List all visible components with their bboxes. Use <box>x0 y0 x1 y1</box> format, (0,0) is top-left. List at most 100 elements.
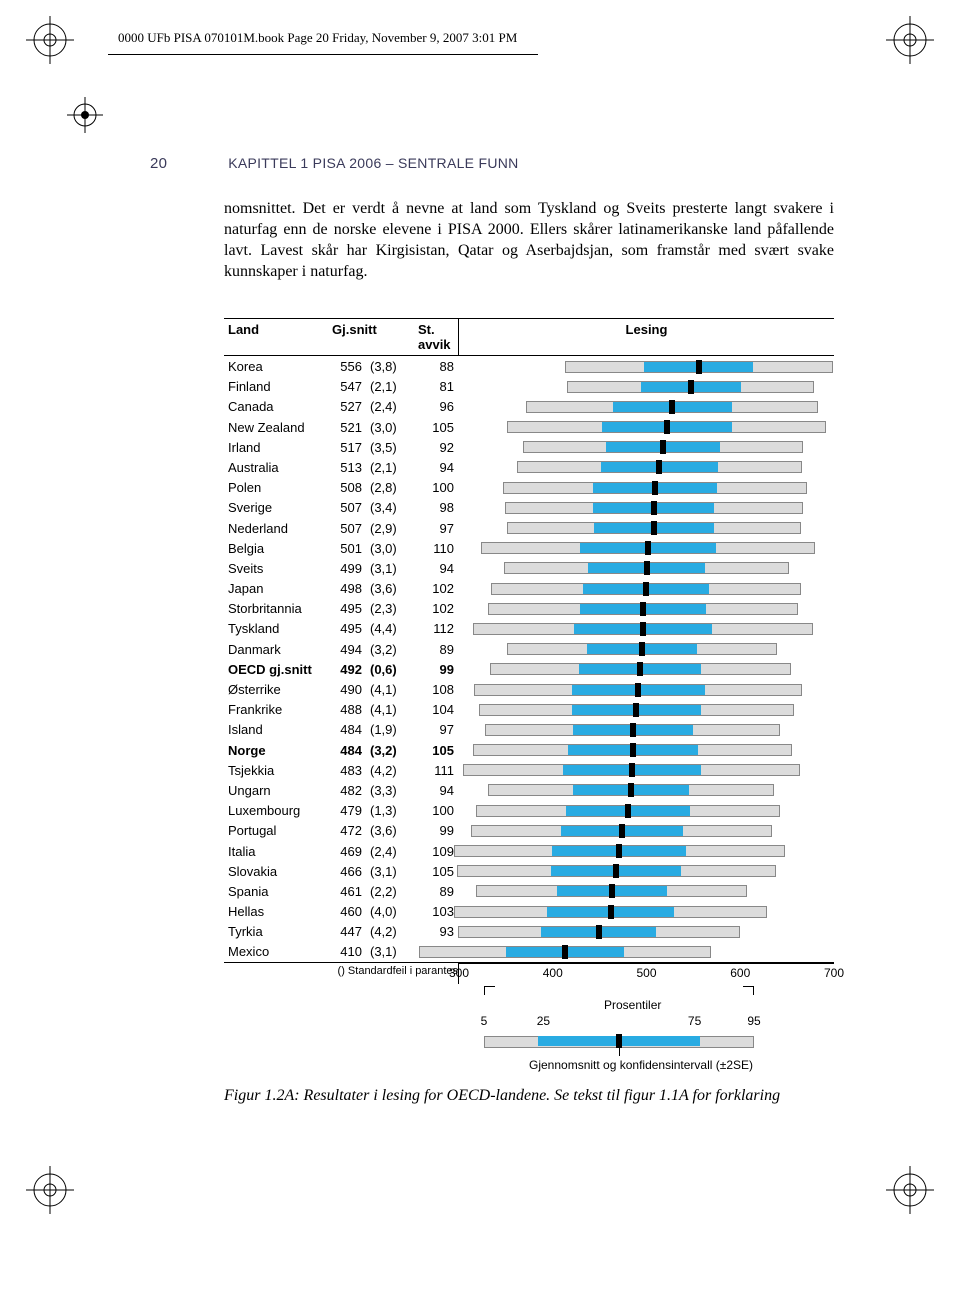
cell-snitt: 410 <box>328 944 366 959</box>
cell-land: Polen <box>224 480 328 495</box>
cell-se: (3,6) <box>366 581 414 596</box>
cell-snitt: 461 <box>328 884 366 899</box>
col-header-snitt: Gj.snitt <box>328 319 414 355</box>
cell-snitt: 501 <box>328 541 366 556</box>
cell-avvik: 108 <box>414 682 458 697</box>
cell-snitt: 469 <box>328 844 366 859</box>
table-row: Australia513(2,1)94 <box>224 457 834 477</box>
crop-mark-icon <box>20 1160 80 1220</box>
cell-avvik: 92 <box>414 440 458 455</box>
body-paragraph: nomsnittet. Det er verdt å nevne at land… <box>224 198 834 282</box>
chart-legend: Prosentiler 5257595 Gjennomsnitt og konf… <box>224 990 834 1080</box>
cell-avvik: 81 <box>414 379 458 394</box>
cell-se: (3,1) <box>366 561 414 576</box>
table-row: Spania461(2,2)89 <box>224 881 834 901</box>
table-header-row: Land Gj.snitt St. avvik Lesing <box>224 319 834 356</box>
cell-se: (1,9) <box>366 722 414 737</box>
table-row: Italia469(2,4)109 <box>224 841 834 861</box>
axis-tick: 300 <box>449 966 469 980</box>
cell-land: New Zealand <box>224 420 328 435</box>
legend-tick: 25 <box>537 1014 550 1028</box>
cell-se: (2,8) <box>366 480 414 495</box>
cell-snitt: 466 <box>328 864 366 879</box>
cell-snitt: 492 <box>328 662 366 677</box>
cell-snitt: 513 <box>328 460 366 475</box>
table-row: Mexico410(3,1)96 <box>224 942 834 962</box>
cell-avvik: 89 <box>414 642 458 657</box>
cell-avvik: 94 <box>414 561 458 576</box>
table-row: Tyrkia447(4,2)93 <box>224 922 834 942</box>
cell-se: (2,4) <box>366 844 414 859</box>
legend-bar-icon <box>484 1034 754 1048</box>
cell-land: Belgia <box>224 541 328 556</box>
cell-avvik: 97 <box>414 722 458 737</box>
cell-land: Østerrike <box>224 682 328 697</box>
cell-se: (3,4) <box>366 500 414 515</box>
col-header-chart: Lesing <box>458 319 834 355</box>
cell-snitt: 484 <box>328 743 366 758</box>
page: 0000 UFb PISA 070101M.book Page 20 Frida… <box>0 0 960 1294</box>
cell-snitt: 488 <box>328 702 366 717</box>
table-row: Norge484(3,2)105 <box>224 740 834 760</box>
cell-snitt: 490 <box>328 682 366 697</box>
cell-land: Nederland <box>224 521 328 536</box>
cell-snitt: 495 <box>328 601 366 616</box>
cell-land: Storbritannia <box>224 601 328 616</box>
cell-snitt: 494 <box>328 642 366 657</box>
cell-avvik: 98 <box>414 500 458 515</box>
cell-avvik: 94 <box>414 783 458 798</box>
cell-land: Tyskland <box>224 621 328 636</box>
page-number: 20 <box>150 155 224 172</box>
running-head-text: KAPITTEL 1 PISA 2006 – SENTRALE FUNN <box>228 155 518 171</box>
cell-snitt: 495 <box>328 621 366 636</box>
table-row: Sveits499(3,1)94 <box>224 558 834 578</box>
cell-se: (2,4) <box>366 399 414 414</box>
cell-se: (3,1) <box>366 944 414 959</box>
cell-snitt: 499 <box>328 561 366 576</box>
cell-se: (2,1) <box>366 379 414 394</box>
cell-land: Tyrkia <box>224 924 328 939</box>
cell-land: Ungarn <box>224 783 328 798</box>
legend-percentile-ticks: 5257595 <box>484 1014 754 1028</box>
cell-se: (3,2) <box>366 642 414 657</box>
legend-tick: 95 <box>747 1014 760 1028</box>
print-header: 0000 UFb PISA 070101M.book Page 20 Frida… <box>118 30 517 46</box>
cell-avvik: 102 <box>414 581 458 596</box>
cell-avvik: 100 <box>414 803 458 818</box>
cell-land: Luxembourg <box>224 803 328 818</box>
print-header-text: 0000 UFb PISA 070101M.book Page 20 Frida… <box>118 30 517 45</box>
cell-se: (3,6) <box>366 823 414 838</box>
table-row: Tsjekkia483(4,2)111 <box>224 760 834 780</box>
chart-axis: 300400500600700 <box>458 963 834 984</box>
table-row: Hellas460(4,0)103 <box>224 902 834 922</box>
cell-se: (4,0) <box>366 904 414 919</box>
cell-snitt: 507 <box>328 500 366 515</box>
axis-tick: 500 <box>636 966 656 980</box>
col-header-avvik: St. avvik <box>414 319 458 355</box>
cell-se: (3,3) <box>366 783 414 798</box>
legend-ci-label: Gjennomsnitt og konfidensintervall (±2SE… <box>529 1058 753 1072</box>
axis-tick: 400 <box>543 966 563 980</box>
cell-se: (3,0) <box>366 420 414 435</box>
cell-snitt: 517 <box>328 440 366 455</box>
cell-land: Japan <box>224 581 328 596</box>
cell-land: Finland <box>224 379 328 394</box>
table-row: Tyskland495(4,4)112 <box>224 619 834 639</box>
cell-se: (2,3) <box>366 601 414 616</box>
cell-avvik: 102 <box>414 601 458 616</box>
cell-avvik: 105 <box>414 743 458 758</box>
col-header-land: Land <box>224 319 328 355</box>
cell-se: (4,1) <box>366 702 414 717</box>
cell-snitt: 483 <box>328 763 366 778</box>
cell-avvik: 89 <box>414 884 458 899</box>
cell-se: (2,1) <box>366 460 414 475</box>
cell-land: Portugal <box>224 823 328 838</box>
cell-se: (3,8) <box>366 359 414 374</box>
table-footnote: () Standardfeil i parantes <box>224 965 458 977</box>
table-row: Irland517(3,5)92 <box>224 437 834 457</box>
axis-tick: 700 <box>824 966 844 980</box>
table-row: Luxembourg479(1,3)100 <box>224 801 834 821</box>
table-row: Sverige507(3,4)98 <box>224 498 834 518</box>
table-row: Finland547(2,1)81 <box>224 377 834 397</box>
content-area: 20 KAPITTEL 1 PISA 2006 – SENTRALE FUNN … <box>150 155 850 1107</box>
